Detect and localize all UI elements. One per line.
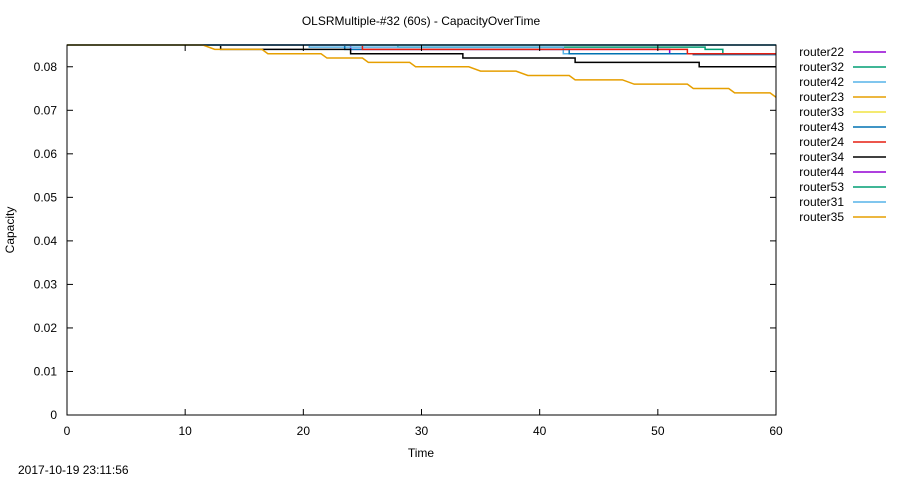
x-tick-label: 10 — [178, 424, 192, 438]
legend-label-router43: router43 — [799, 120, 844, 134]
series-line-router35 — [67, 44, 777, 98]
legend-label-router53: router53 — [799, 180, 844, 194]
chart-title: OLSRMultiple-#32 (60s) - CapacityOverTim… — [302, 14, 541, 28]
y-tick-label: 0.01 — [34, 364, 58, 378]
plot-lines — [67, 44, 777, 98]
legend-label-router35: router35 — [799, 210, 844, 224]
y-tick-label: 0.08 — [34, 60, 58, 74]
y-tick-label: 0.05 — [34, 190, 58, 204]
y-tick-label: 0.06 — [34, 147, 58, 161]
legend-label-router32: router32 — [799, 60, 844, 74]
legend-label-router44: router44 — [799, 165, 844, 179]
x-tick-label: 50 — [651, 424, 665, 438]
y-axis: 0 0.01 0.02 0.03 0.04 0.05 0.06 0.07 0.08 — [34, 60, 776, 422]
x-axis: 0 10 20 30 40 50 60 — [64, 45, 783, 438]
x-tick-label: 40 — [533, 424, 547, 438]
legend-label-router31: router31 — [799, 195, 844, 209]
legend-label-router33: router33 — [799, 105, 844, 119]
plot-area-frame — [66, 44, 777, 416]
x-tick-label: 0 — [64, 424, 71, 438]
legend-label-router24: router24 — [799, 135, 844, 149]
x-tick-label: 60 — [769, 424, 783, 438]
y-tick-label: 0.02 — [34, 321, 58, 335]
legend-label-router23: router23 — [799, 90, 844, 104]
y-tick-label: 0.04 — [34, 234, 58, 248]
y-tick-label: 0.07 — [34, 103, 58, 117]
legend: router22router32router42router23router33… — [799, 45, 886, 224]
legend-label-router42: router42 — [799, 75, 844, 89]
y-tick-label: 0.03 — [34, 277, 58, 291]
y-tick-label: 0 — [50, 408, 57, 422]
x-tick-label: 20 — [297, 424, 311, 438]
y-axis-label: Capacity — [3, 207, 17, 254]
timestamp: 2017-10-19 23:11:56 — [18, 463, 129, 477]
x-tick-label: 30 — [415, 424, 429, 438]
legend-label-router22: router22 — [799, 45, 844, 59]
x-axis-label: Time — [408, 446, 435, 460]
legend-label-router34: router34 — [799, 150, 844, 164]
